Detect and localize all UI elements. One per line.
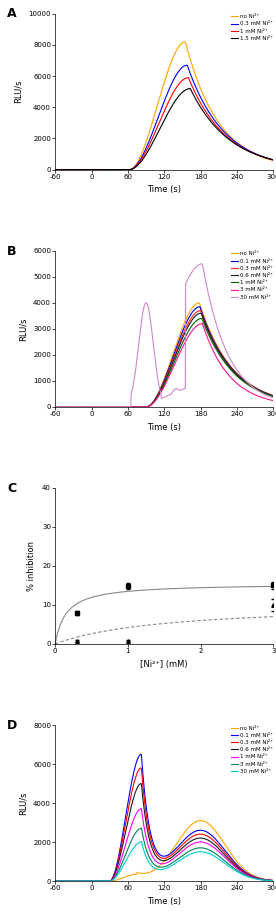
0.1 mM Ni²⁺ bbox=[219, 840, 222, 851]
30 mM Ni²⁺ bbox=[186, 850, 190, 861]
X-axis label: Time (s): Time (s) bbox=[147, 897, 181, 906]
Text: D: D bbox=[7, 719, 17, 732]
0.1 mM Ni²⁺ bbox=[193, 826, 196, 837]
0.1 mM Ni²⁺ bbox=[186, 831, 190, 842]
Line: no Ni²⁺: no Ni²⁺ bbox=[55, 821, 273, 881]
Y-axis label: % inhibition: % inhibition bbox=[28, 540, 36, 591]
3 mM Ni²⁺ bbox=[186, 846, 190, 857]
no Ni²⁺ bbox=[242, 863, 245, 874]
1 mM Ni²⁺ bbox=[67, 876, 70, 887]
no Ni²⁺ bbox=[192, 817, 196, 828]
3 mM Ni²⁺ bbox=[219, 852, 222, 863]
no Ni²⁺ bbox=[186, 824, 189, 834]
30 mM Ni²⁺ bbox=[54, 876, 57, 887]
30 mM Ni²⁺ bbox=[272, 876, 275, 887]
1 mM Ni²⁺ bbox=[181, 845, 184, 856]
0.1 mM Ni²⁺ bbox=[139, 749, 143, 760]
1 mM Ni²⁺ bbox=[140, 803, 143, 814]
3 mM Ni²⁺ bbox=[140, 823, 143, 834]
1 mM Ni²⁺ bbox=[272, 876, 275, 887]
3 mM Ni²⁺ bbox=[272, 876, 275, 887]
X-axis label: [Ni²⁺] (mM): [Ni²⁺] (mM) bbox=[140, 660, 188, 668]
30 mM Ni²⁺ bbox=[193, 847, 196, 858]
0.3 mM Ni²⁺ bbox=[181, 840, 184, 851]
30 mM Ni²⁺ bbox=[181, 854, 184, 865]
0.1 mM Ni²⁺ bbox=[67, 876, 70, 887]
Legend: no Ni²⁺, 0.1 mM Ni²⁺, 0.3 mM Ni²⁺, 0.6 mM Ni²⁺, 1 mM Ni²⁺, 3 mM Ni²⁺, 30 mM Ni²⁺: no Ni²⁺, 0.1 mM Ni²⁺, 0.3 mM Ni²⁺, 0.6 m… bbox=[231, 726, 273, 774]
Line: 0.6 mM Ni²⁺: 0.6 mM Ni²⁺ bbox=[55, 783, 273, 881]
0.1 mM Ni²⁺ bbox=[54, 876, 57, 887]
0.6 mM Ni²⁺ bbox=[186, 838, 190, 849]
no Ni²⁺ bbox=[199, 815, 202, 826]
no Ni²⁺ bbox=[219, 833, 222, 844]
1 mM Ni²⁺ bbox=[186, 841, 190, 852]
30 mM Ni²⁺ bbox=[242, 869, 245, 880]
Line: 30 mM Ni²⁺: 30 mM Ni²⁺ bbox=[55, 842, 273, 881]
Text: A: A bbox=[7, 7, 17, 20]
3 mM Ni²⁺ bbox=[242, 868, 245, 879]
3 mM Ni²⁺ bbox=[67, 876, 70, 887]
0.3 mM Ni²⁺ bbox=[193, 830, 196, 841]
30 mM Ni²⁺ bbox=[140, 836, 143, 847]
1 mM Ni²⁺ bbox=[54, 876, 57, 887]
no Ni²⁺ bbox=[180, 831, 184, 842]
0.1 mM Ni²⁺ bbox=[272, 875, 275, 886]
0.3 mM Ni²⁺ bbox=[186, 834, 190, 845]
1 mM Ni²⁺ bbox=[193, 838, 196, 849]
0.3 mM Ni²⁺ bbox=[242, 866, 245, 876]
0.6 mM Ni²⁺ bbox=[272, 875, 275, 886]
Text: C: C bbox=[7, 482, 16, 495]
0.1 mM Ni²⁺ bbox=[181, 836, 184, 847]
Legend: no Ni²⁺, 0.3 mM Ni²⁺, 1 mM Ni²⁺, 1.5 mM Ni²⁺: no Ni²⁺, 0.3 mM Ni²⁺, 1 mM Ni²⁺, 1.5 mM … bbox=[231, 15, 273, 41]
0.3 mM Ni²⁺ bbox=[54, 876, 57, 887]
30 mM Ni²⁺ bbox=[219, 855, 222, 866]
1 mM Ni²⁺ bbox=[219, 848, 222, 859]
X-axis label: Time (s): Time (s) bbox=[147, 185, 181, 194]
3 mM Ni²⁺ bbox=[181, 850, 184, 861]
Line: 3 mM Ni²⁺: 3 mM Ni²⁺ bbox=[55, 828, 273, 881]
no Ni²⁺ bbox=[67, 876, 70, 887]
Line: 0.3 mM Ni²⁺: 0.3 mM Ni²⁺ bbox=[55, 768, 273, 881]
0.6 mM Ni²⁺ bbox=[219, 845, 222, 856]
Line: 0.1 mM Ni²⁺: 0.1 mM Ni²⁺ bbox=[55, 754, 273, 881]
no Ni²⁺ bbox=[272, 875, 275, 886]
no Ni²⁺ bbox=[54, 876, 57, 887]
0.6 mM Ni²⁺ bbox=[139, 778, 143, 789]
0.6 mM Ni²⁺ bbox=[242, 866, 245, 877]
0.6 mM Ni²⁺ bbox=[181, 843, 184, 854]
Line: 1 mM Ni²⁺: 1 mM Ni²⁺ bbox=[55, 809, 273, 881]
3 mM Ni²⁺ bbox=[54, 876, 57, 887]
Y-axis label: RLU/s: RLU/s bbox=[14, 80, 23, 103]
1 mM Ni²⁺ bbox=[242, 867, 245, 878]
0.1 mM Ni²⁺ bbox=[242, 865, 245, 876]
Text: B: B bbox=[7, 245, 17, 257]
0.3 mM Ni²⁺ bbox=[139, 762, 143, 773]
0.6 mM Ni²⁺ bbox=[54, 876, 57, 887]
Y-axis label: RLU/s: RLU/s bbox=[18, 792, 28, 814]
X-axis label: Time (s): Time (s) bbox=[147, 423, 181, 432]
0.6 mM Ni²⁺ bbox=[67, 876, 70, 887]
30 mM Ni²⁺ bbox=[67, 876, 70, 887]
0.6 mM Ni²⁺ bbox=[193, 834, 196, 845]
0.3 mM Ni²⁺ bbox=[219, 843, 222, 854]
0.3 mM Ni²⁺ bbox=[67, 876, 70, 887]
Legend: no Ni²⁺, 0.1 mM Ni²⁺, 0.3 mM Ni²⁺, 0.6 mM Ni²⁺, 1 mM Ni²⁺, 3 mM Ni²⁺, 30 mM Ni²⁺: no Ni²⁺, 0.1 mM Ni²⁺, 0.3 mM Ni²⁺, 0.6 m… bbox=[231, 251, 273, 299]
Y-axis label: RLU/s: RLU/s bbox=[18, 317, 28, 341]
3 mM Ni²⁺ bbox=[193, 844, 196, 855]
0.3 mM Ni²⁺ bbox=[272, 875, 275, 886]
